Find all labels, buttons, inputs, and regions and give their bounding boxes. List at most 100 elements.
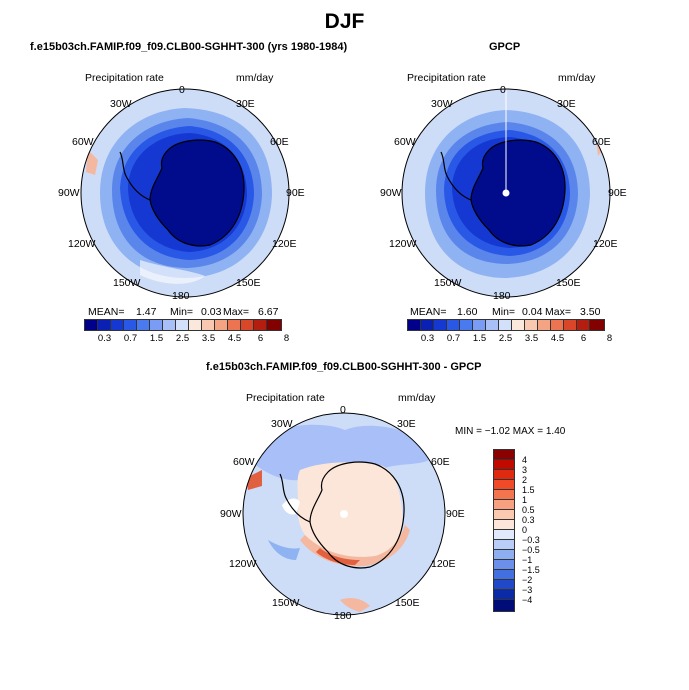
diff-colorbar-swatch	[493, 539, 515, 552]
model-colorbar-swatch	[201, 319, 217, 331]
obs-colorbar-swatch	[589, 319, 605, 331]
model-colorbar-swatch	[110, 319, 126, 331]
obs-colorbar-swatch	[459, 319, 475, 331]
obs-lon-180: 180	[493, 290, 511, 302]
model-min-label: Min=	[170, 306, 194, 318]
diff-variable-label: Precipitation rate	[246, 392, 325, 404]
diff-colorbar-swatch	[493, 459, 515, 472]
obs-colorbar-swatch	[550, 319, 566, 331]
diff-lon-150e: 150E	[395, 597, 420, 609]
model-units-label: mm/day	[236, 72, 274, 84]
obs-min-label: Min=	[492, 306, 516, 318]
diff-panel-title: f.e15b03ch.FAMIP.f09_f09.CLB00-SGHHT-300…	[206, 361, 482, 373]
model-colorbar	[84, 319, 282, 331]
model-lon-60e: 60E	[270, 136, 289, 148]
model-colorbar-swatch	[240, 319, 256, 331]
diff-colorbar-tick-label: −4	[522, 595, 533, 605]
diff-colorbar-tick-label: −1.5	[522, 565, 540, 575]
figure-title: DJF	[324, 10, 365, 33]
diff-colorbar-tick-label: 0	[522, 525, 528, 535]
diff-colorbar	[493, 449, 515, 612]
model-lon-150e: 150E	[236, 277, 261, 289]
diff-polar-map	[242, 412, 446, 616]
model-colorbar-swatch	[162, 319, 178, 331]
model-colorbar-tick-label: 1.5	[149, 333, 164, 344]
diff-colorbar-tick-label: 0.3	[522, 515, 535, 525]
diff-lon-120w: 120W	[229, 558, 257, 570]
obs-lon-0: 0	[500, 84, 506, 96]
model-lon-90w: 90W	[58, 187, 80, 199]
model-max-label: Max=	[223, 306, 249, 318]
diff-colorbar-tick-label: 1.5	[522, 485, 535, 495]
model-lon-90e: 90E	[286, 187, 305, 199]
obs-min-value: 0.04	[522, 306, 543, 318]
obs-lon-90e: 90E	[608, 187, 627, 199]
obs-colorbar-tick-label: 1.5	[472, 333, 487, 344]
obs-mean-value: 1.60	[457, 306, 478, 318]
model-lon-60w: 60W	[72, 136, 94, 148]
model-colorbar-swatch	[123, 319, 139, 331]
diff-colorbar-swatch	[493, 529, 515, 542]
diff-colorbar-labels: 4 3 2 1.5 1 0.5 0.3 0 −0.3 −0.5 −1 −1.5 −2 −3 −4	[522, 450, 562, 610]
model-variable-label: Precipitation rate	[85, 72, 164, 84]
model-colorbar-swatch	[175, 319, 191, 331]
obs-colorbar	[407, 319, 605, 331]
obs-colorbar-swatch	[485, 319, 501, 331]
obs-colorbar-swatch	[472, 319, 488, 331]
model-lon-120e: 120E	[272, 238, 297, 250]
obs-colorbar-tick-label: 0.7	[446, 333, 461, 344]
diff-colorbar-swatch	[493, 599, 515, 612]
diff-lon-0: 0	[340, 404, 346, 416]
diff-lon-30w: 30W	[271, 418, 293, 430]
model-colorbar-tick-label: 6	[257, 333, 264, 344]
diff-units-label: mm/day	[398, 392, 436, 404]
model-lon-30e: 30E	[236, 98, 255, 110]
obs-colorbar-swatch	[498, 319, 514, 331]
model-lon-150w: 150W	[113, 277, 141, 289]
model-panel-title: f.e15b03ch.FAMIP.f09_f09.CLB00-SGHHT-300…	[30, 41, 348, 53]
diff-colorbar-swatch	[493, 469, 515, 482]
diff-colorbar-swatch	[493, 519, 515, 532]
model-colorbar-swatch	[188, 319, 204, 331]
obs-lon-150w: 150W	[434, 277, 462, 289]
obs-variable-label: Precipitation rate	[407, 72, 486, 84]
model-colorbar-swatch	[227, 319, 243, 331]
obs-max-label: Max=	[545, 306, 571, 318]
diff-stats: MIN = −1.02 MAX = 1.40	[455, 426, 566, 437]
diff-colorbar-tick-label: 0.5	[522, 505, 535, 515]
diff-lon-150w: 150W	[272, 597, 300, 609]
model-lon-120w: 120W	[68, 238, 96, 250]
obs-colorbar-tick-label: 2.5	[498, 333, 513, 344]
obs-polar-map	[401, 88, 611, 298]
obs-colorbar-tick-label: 4.5	[550, 333, 565, 344]
obs-colorbar-swatch	[407, 319, 423, 331]
obs-lon-30w: 30W	[431, 98, 453, 110]
diff-colorbar-tick-label: −1	[522, 555, 533, 565]
obs-panel-title: GPCP	[489, 41, 521, 53]
model-colorbar-labels: 0.3 0.7 1.5 2.5 3.5 4.5 6 8	[85, 333, 289, 345]
model-colorbar-tick-label: 3.5	[201, 333, 216, 344]
obs-colorbar-swatch	[537, 319, 553, 331]
diff-lon-90w: 90W	[220, 508, 242, 520]
diff-lon-60w: 60W	[233, 456, 255, 468]
obs-colorbar-swatch	[563, 319, 579, 331]
model-lon-30w: 30W	[110, 98, 132, 110]
diff-colorbar-swatch	[493, 499, 515, 512]
obs-lon-120w: 120W	[389, 238, 417, 250]
diff-colorbar-tick-label: −3	[522, 585, 533, 595]
model-colorbar-swatch	[149, 319, 165, 331]
obs-colorbar-tick-label: 3.5	[524, 333, 539, 344]
diff-lon-180: 180	[334, 610, 352, 622]
model-colorbar-tick-label: 0.7	[123, 333, 138, 344]
obs-colorbar-swatch	[446, 319, 462, 331]
diff-colorbar-swatch	[493, 449, 515, 462]
diff-colorbar-tick-label: 4	[522, 455, 528, 465]
diff-colorbar-tick-label: 2	[522, 475, 528, 485]
model-polar-map	[80, 88, 290, 298]
model-colorbar-swatch	[253, 319, 269, 331]
diff-lon-120e: 120E	[431, 558, 456, 570]
diff-colorbar-tick-label: −0.3	[522, 535, 540, 545]
diff-colorbar-tick-label: 1	[522, 495, 528, 505]
model-colorbar-swatch	[84, 319, 100, 331]
diff-colorbar-swatch	[493, 579, 515, 592]
